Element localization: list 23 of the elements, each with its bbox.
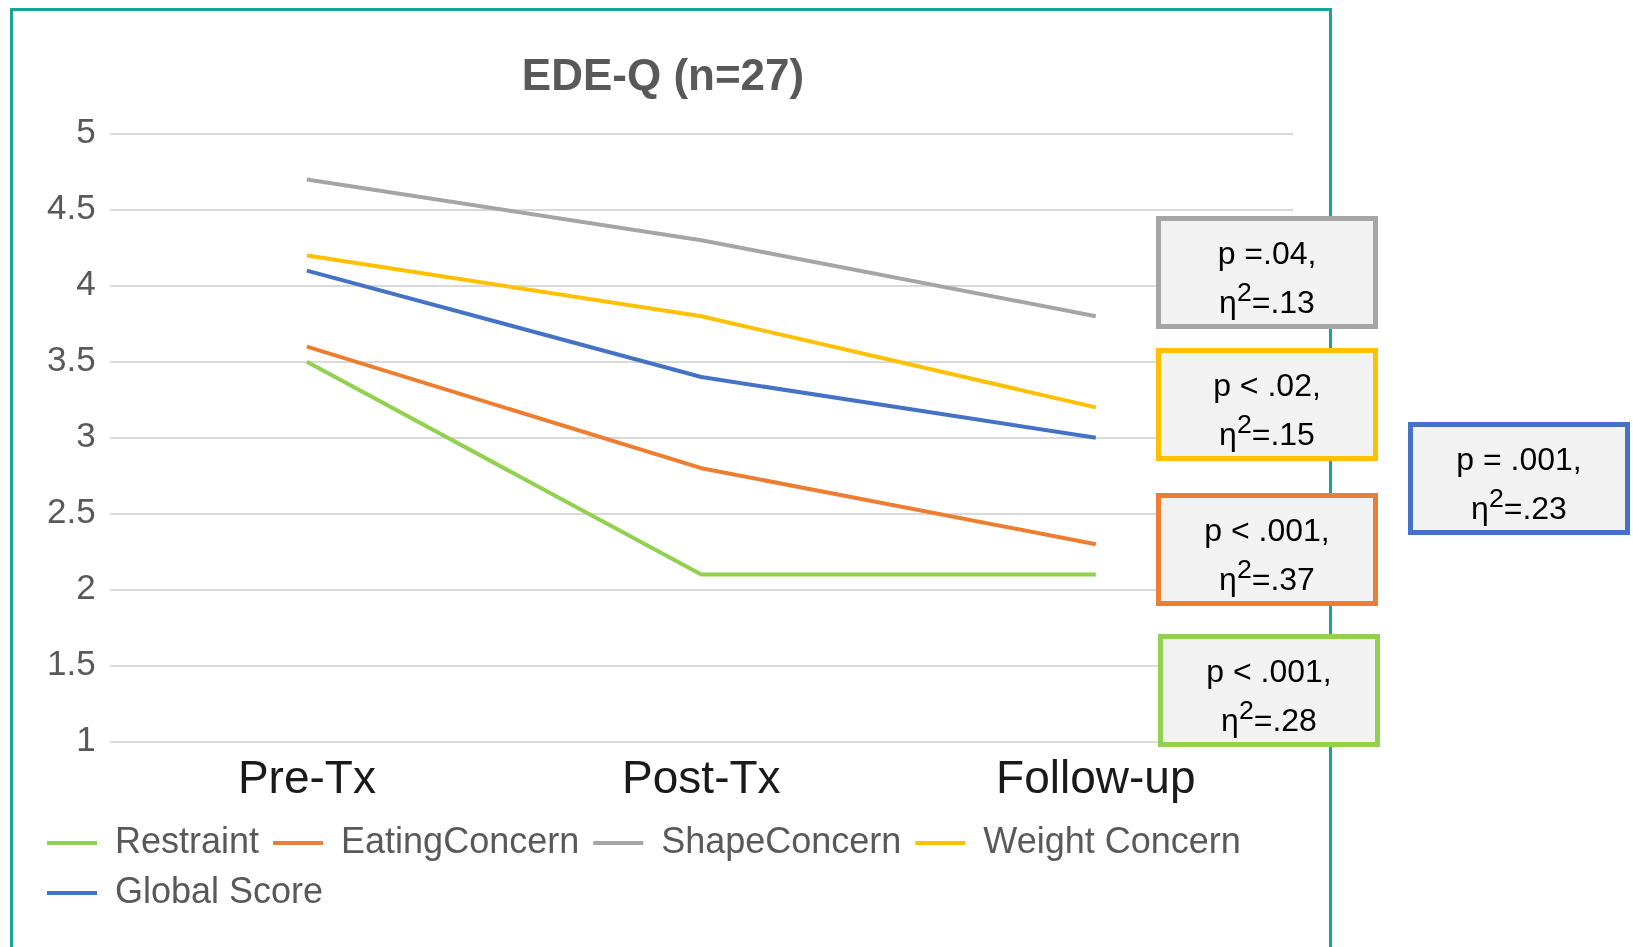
- x-tick-label: Post-Tx: [622, 751, 781, 804]
- y-tick-label: 3.5: [47, 339, 96, 379]
- y-tick-label: 2: [76, 567, 96, 607]
- callout-box: p < .02, η$^{2}$=.15: [1156, 348, 1378, 461]
- y-tick-label: 3: [76, 415, 96, 455]
- legend-label: Global Score: [115, 869, 324, 911]
- y-tick-label: 4: [76, 263, 96, 303]
- callout-box: p =.04, η$^{2}$=.13: [1156, 216, 1378, 329]
- x-tick-label: Pre-Tx: [237, 751, 376, 804]
- legend-label: Restraint: [115, 819, 260, 861]
- callout-box: p < .001, η$^{2}$=.28: [1158, 634, 1380, 747]
- legend-label: ShapeConcern: [661, 819, 902, 861]
- y-tick-label: 1.5: [47, 643, 96, 683]
- legend-label: Weight Concern: [983, 819, 1241, 861]
- callout-box: p < .001, η$^{2}$=.37: [1156, 493, 1378, 606]
- y-tick-label: 4.5: [47, 187, 96, 227]
- callout-box: p = .001, η$^{2}$=.23: [1408, 422, 1630, 535]
- y-tick-label: 1: [76, 719, 96, 759]
- chart-title: EDE-Q (n=27): [521, 49, 805, 99]
- y-tick-label: 2.5: [47, 491, 96, 531]
- x-tick-label: Follow-up: [996, 751, 1196, 804]
- y-tick-label: 5: [76, 111, 96, 151]
- legend-label: EatingConcern: [341, 819, 580, 861]
